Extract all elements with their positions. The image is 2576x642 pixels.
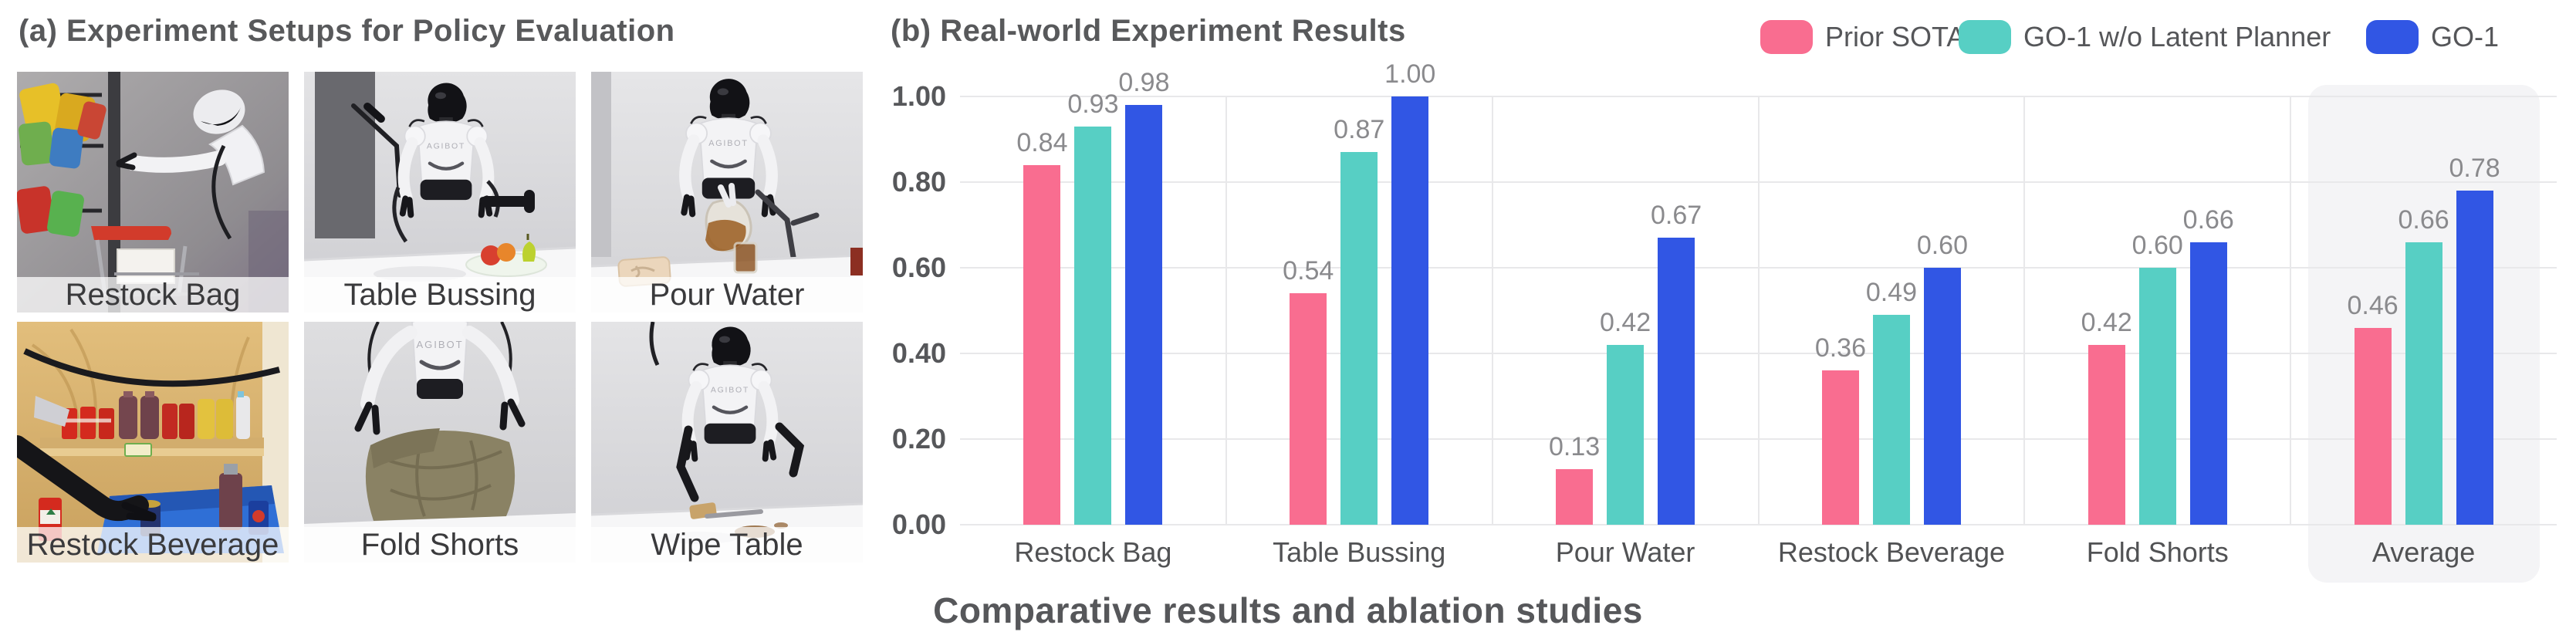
legend-swatch <box>1959 20 2011 54</box>
legend-label: Prior SOTA <box>1825 21 1966 52</box>
experiment-photo-grid: Restock Bag <box>17 72 863 563</box>
cell-separator <box>1491 96 1493 525</box>
bar <box>2405 242 2442 525</box>
chart-title: (b) Real-world Experiment Results <box>891 14 1406 48</box>
bar <box>1872 315 1910 525</box>
bar-value-label: 0.13 <box>1548 431 1601 461</box>
bar <box>1821 370 1859 525</box>
y-tick-label: 0.00 <box>891 509 946 540</box>
bar-value-label: 0.60 <box>2131 231 2183 260</box>
photo-table-bussing: Table Bussing <box>304 72 576 313</box>
y-tick-label: 0.40 <box>891 337 946 369</box>
legend-item: GO-1 w/o Latent Planner <box>1959 20 2331 54</box>
bar <box>2138 268 2176 525</box>
bar <box>1923 268 1961 525</box>
bar-value-label: 0.36 <box>1814 333 1866 363</box>
y-tick-label: 0.80 <box>891 166 946 198</box>
legend-item: GO-1 <box>2366 20 2499 54</box>
bar-value-label: 0.60 <box>1916 231 1968 260</box>
bar-value-label: 0.67 <box>1650 201 1702 231</box>
bar <box>1607 344 1645 525</box>
bar-value-label: 0.42 <box>1599 307 1651 337</box>
y-tick-label: 1.00 <box>891 80 946 112</box>
bar-value-label: 0.66 <box>2398 204 2449 235</box>
bar-value-label: 0.84 <box>1016 127 1068 157</box>
cell-separator <box>2023 96 2026 525</box>
bar <box>2456 191 2493 525</box>
photo-wipe-table: Wipe Table <box>591 322 863 563</box>
legend-item: Prior SOTA <box>1760 20 1965 54</box>
bar <box>1391 96 1429 525</box>
gridline <box>960 524 2557 525</box>
x-category-label: Table Bussing <box>1273 536 1446 568</box>
photo-label: Pour Water <box>591 277 863 313</box>
y-tick-label: 0.60 <box>891 252 946 283</box>
fold-shorts-scene-illustration: AGIBOT <box>304 322 576 563</box>
photo-fold-shorts: AGIBOT Fold Shorts <box>304 322 576 563</box>
bar-value-label: 0.54 <box>1283 256 1334 286</box>
photo-label: Table Bussing <box>304 277 576 313</box>
photo-label: Wipe Table <box>591 527 863 563</box>
bar <box>1340 152 1378 525</box>
x-category-label: Restock Bag <box>1014 536 1172 568</box>
bar-value-label: 0.87 <box>1334 115 1385 145</box>
cell-separator <box>1225 96 1227 525</box>
photo-label: Restock Beverage <box>17 527 289 563</box>
legend-swatch <box>2366 20 2419 54</box>
bar-value-label: 0.46 <box>2347 290 2399 320</box>
chart-caption: Comparative results and ablation studies <box>933 590 1643 630</box>
photo-pour-water: Pour Water <box>591 72 863 313</box>
x-category-label: Fold Shorts <box>2086 536 2229 568</box>
cell-separator <box>2290 96 2292 525</box>
bar-value-label: 0.42 <box>2081 307 2132 337</box>
bar-value-label: 0.98 <box>1118 68 1170 98</box>
x-category-label: Average <box>2371 536 2476 568</box>
bar <box>1023 164 1061 525</box>
bar <box>1290 293 1327 525</box>
photo-label: Fold Shorts <box>304 527 576 563</box>
bar <box>2088 344 2125 525</box>
x-category-label: Restock Beverage <box>1777 536 2005 568</box>
legend-label: GO-1 w/o Latent Planner <box>2023 21 2331 52</box>
x-category-label: Pour Water <box>1555 536 1695 568</box>
bar-value-label: 0.49 <box>1865 278 1917 308</box>
bar <box>2354 327 2392 525</box>
photo-restock-bag: Restock Bag <box>17 72 289 313</box>
bar <box>1074 126 1112 525</box>
bar-value-label: 0.66 <box>2182 204 2234 235</box>
robot-chest-logo: AGIBOT <box>416 339 463 350</box>
bar-value-label: 1.00 <box>1384 59 1436 89</box>
legend-swatch <box>1760 20 1813 54</box>
bar <box>2189 242 2227 525</box>
y-tick-label: 0.20 <box>891 423 946 454</box>
bar-value-label: 0.93 <box>1067 89 1119 119</box>
left-panel-title: (a) Experiment Setups for Policy Evaluat… <box>19 14 675 48</box>
cell-separator <box>1757 96 1760 525</box>
restock-bag-scene-illustration <box>17 72 289 313</box>
bar <box>1658 238 1695 525</box>
bar <box>1125 105 1163 525</box>
restock-beverage-scene-illustration <box>17 322 289 563</box>
legend-label: GO-1 <box>2431 21 2500 52</box>
photo-label: Restock Bag <box>17 277 289 313</box>
photo-restock-beverage: Restock Beverage <box>17 322 289 563</box>
bar-value-label: 0.78 <box>2449 154 2500 184</box>
bar <box>1556 468 1594 525</box>
